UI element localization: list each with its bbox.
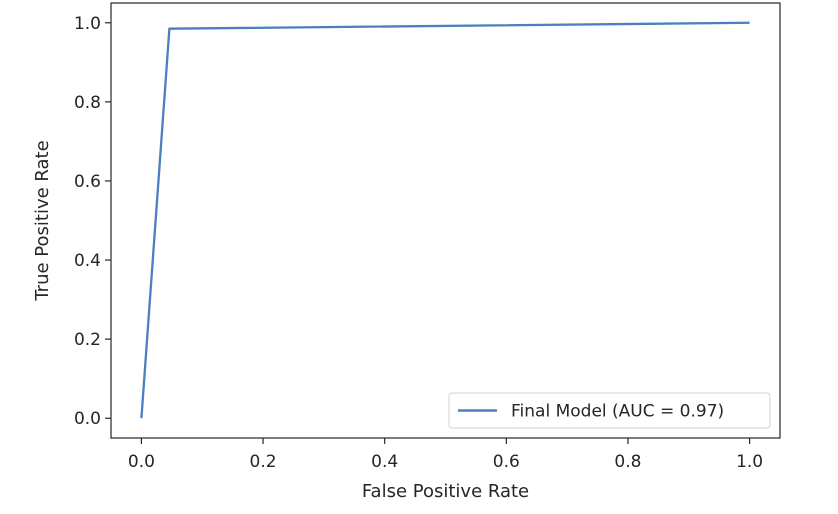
plot-area-frame <box>110 2 781 439</box>
series-lines <box>140 21 750 419</box>
x-tick-label: 0.8 <box>614 452 641 472</box>
y-tick-label: 0.6 <box>74 172 101 192</box>
x-tick-label: 0.6 <box>493 452 520 472</box>
y-tick-label: 0.8 <box>74 93 101 113</box>
legend: Final Model (AUC = 0.97) <box>448 392 771 429</box>
x-tick-label: 1.0 <box>736 452 763 472</box>
y-tick-label: 0.0 <box>74 409 101 429</box>
y-axis-label: True Positive Rate <box>32 140 53 301</box>
y-tick-label: 1.0 <box>74 14 101 34</box>
x-tick-label: 0.2 <box>250 452 277 472</box>
x-tick-label: 0.0 <box>128 452 155 472</box>
y-tick-label: 0.4 <box>74 251 101 271</box>
x-axis-label: False Positive Rate <box>362 481 529 502</box>
legend-box <box>448 392 771 429</box>
x-tick-label: 0.4 <box>371 452 398 472</box>
y-tick-label: 0.2 <box>74 330 101 350</box>
legend-entry-label: Final Model (AUC = 0.97) <box>511 402 724 422</box>
axis-ticks: 0.0 0.2 0.4 0.6 0.8 1.0 0.0 0.2 0.4 0.6 0.8 1.0 <box>74 14 763 472</box>
roc-series-line <box>140 21 750 419</box>
